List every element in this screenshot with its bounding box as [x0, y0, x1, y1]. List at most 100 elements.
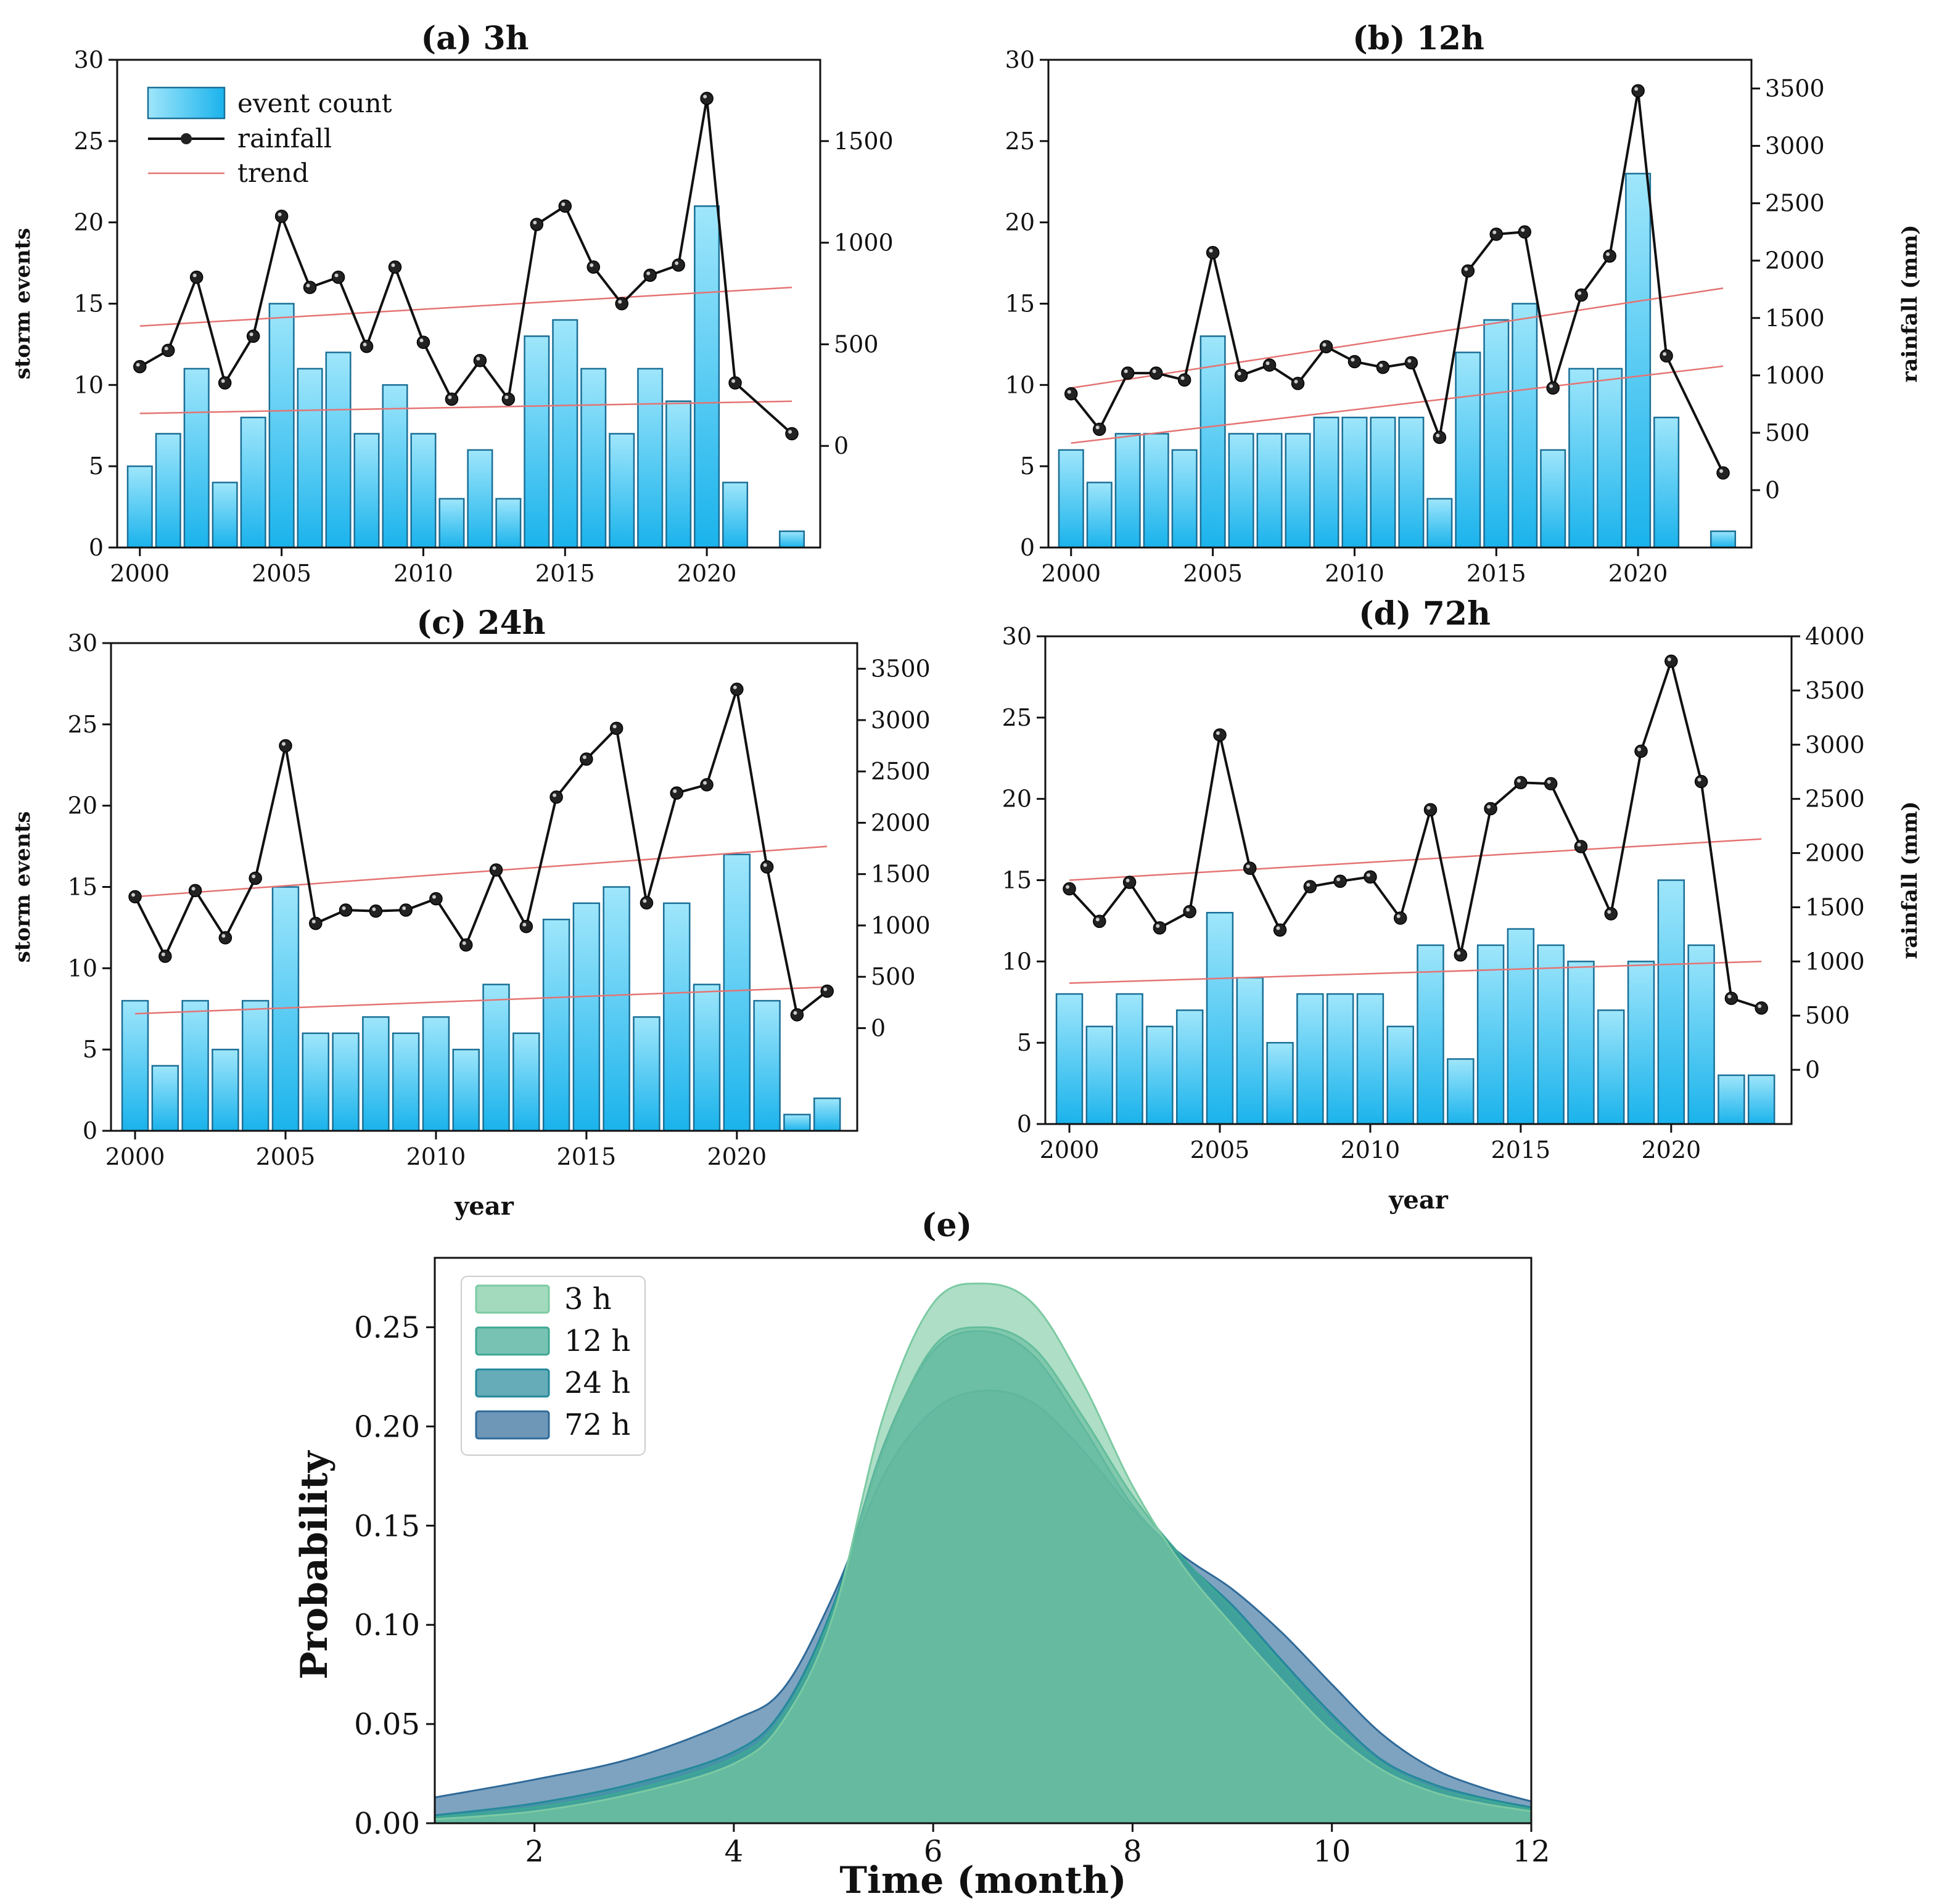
bar-a-2019	[665, 400, 692, 549]
bar-b-2002	[1114, 433, 1141, 549]
y-tick-label: 25	[1005, 128, 1035, 155]
bar-d-2018	[1597, 1009, 1625, 1125]
bar-a-2010	[410, 433, 437, 549]
y2-tick-label: 2000	[871, 809, 931, 836]
y2-tick-label: 2500	[1805, 786, 1865, 813]
rainfall-point-b-2015	[1489, 228, 1504, 241]
marker-highlight	[252, 874, 256, 879]
bar-d-2007	[1266, 1041, 1294, 1125]
rainfall-point-d-2007	[1273, 923, 1287, 937]
x-tick-label: 2010	[1341, 1136, 1401, 1163]
marker-highlight	[1265, 361, 1270, 366]
y2-tick-label: 2000	[1805, 840, 1865, 867]
y2-tick-label: 1000	[1765, 362, 1825, 389]
rainfall-point-b-2009	[1319, 340, 1333, 354]
y2-tick-label: 3500	[871, 655, 931, 683]
bar-a-2011	[438, 498, 465, 549]
rainfall-point-a-2021	[728, 376, 742, 390]
bar-c-2004	[241, 999, 269, 1132]
y2-tick-label: 1500	[834, 128, 894, 155]
bar-b-2016	[1512, 303, 1538, 549]
chart-title-a: (a) 3h	[421, 20, 529, 57]
y-tick-label: 10	[68, 954, 97, 982]
rainfall-point-d-2009	[1333, 874, 1347, 888]
trend-line-b-1	[1071, 365, 1724, 444]
marker-highlight	[1216, 731, 1220, 735]
rainfall-point-b-2018	[1574, 288, 1588, 302]
marker-highlight	[731, 379, 736, 384]
x-tick-label: 2010	[1325, 560, 1384, 587]
bar-a-2018	[637, 367, 664, 549]
y-tick-label: 0.05	[354, 1707, 420, 1742]
marker-highlight	[823, 987, 828, 991]
rainfall-point-c-2021	[760, 860, 774, 874]
rainfall-point-d-2005	[1213, 728, 1227, 742]
bar-c-2002	[181, 999, 209, 1132]
x-axis-label-e: Time (month)	[839, 1859, 1126, 1902]
rainfall-point-c-2005	[279, 739, 292, 753]
bar-b-2008	[1285, 433, 1311, 549]
x-tick-label: 2005	[256, 1143, 316, 1170]
bar-c-2021	[753, 999, 781, 1132]
bar-b-2017	[1540, 449, 1566, 549]
bar-b-2012	[1398, 416, 1425, 549]
marker-highlight	[1124, 369, 1128, 374]
rainfall-point-d-2015	[1514, 776, 1528, 790]
y-tick-label: 25	[74, 128, 104, 155]
y-tick-label: 0	[83, 1117, 97, 1144]
rainfall-point-d-2003	[1153, 921, 1167, 935]
marker-highlight	[618, 300, 622, 304]
x-tick-label: 2015	[1491, 1136, 1551, 1163]
bar-d-2016	[1537, 944, 1565, 1125]
marker-highlight	[1066, 885, 1070, 889]
rainfall-point-a-2020	[700, 91, 714, 105]
rainfall-point-d-2002	[1122, 876, 1137, 889]
trend-line-c-1	[134, 986, 828, 1015]
marker-highlight	[1464, 267, 1468, 271]
rainfall-point-d-2001	[1093, 914, 1106, 929]
bar-d-2010	[1356, 993, 1384, 1125]
marker-highlight	[1606, 252, 1610, 256]
bar-d-2009	[1326, 993, 1354, 1125]
rainfall-point-d-2014	[1484, 802, 1497, 816]
legend-e: 3 h 12 h 24 h 72 h	[461, 1276, 646, 1456]
y2-tick-label: 500	[1805, 1002, 1850, 1029]
marker-highlight	[1577, 843, 1581, 847]
legend-marker-rainfall	[181, 133, 192, 144]
marker-highlight	[448, 395, 452, 400]
rainfall-point-a-2007	[331, 270, 345, 284]
bar-b-2015	[1483, 319, 1510, 549]
legend-label: 24 h	[564, 1366, 630, 1400]
bar-a-2002	[183, 367, 210, 549]
marker-highlight	[1758, 1004, 1762, 1008]
bar-c-2010	[422, 1016, 450, 1132]
bar-a-2000	[126, 465, 153, 549]
bar-d-2002	[1116, 993, 1143, 1125]
y-tick-label: 0	[1020, 534, 1035, 561]
marker-highlight	[306, 284, 310, 288]
rainfall-point-c-2009	[399, 903, 413, 917]
marker-highlight	[1246, 864, 1250, 869]
marker-highlight	[612, 724, 617, 729]
y-tick-label: 25	[68, 711, 97, 738]
marker-highlight	[462, 941, 466, 945]
rainfall-point-c-2001	[158, 950, 172, 963]
marker-highlight	[1125, 879, 1130, 883]
marker-highlight	[533, 220, 537, 224]
panel-d: 2000 2005 2010 2015 2020 0 5 10 15 20 25 30 0 500 1000…	[1002, 595, 1922, 1215]
trend-line-d-1	[1069, 961, 1762, 984]
y-tick-label: 20	[68, 792, 97, 819]
marker-highlight	[249, 332, 253, 337]
rainfall-point-a-2019	[672, 258, 685, 272]
marker-highlight	[164, 347, 168, 351]
rainfall-point-d-2013	[1454, 948, 1468, 962]
rainfall-point-d-2012	[1423, 803, 1438, 816]
rainfall-point-c-2012	[489, 863, 503, 877]
bar-d-2012	[1417, 944, 1444, 1125]
marker-highlight	[703, 781, 707, 785]
rainfall-point-d-2011	[1393, 911, 1407, 925]
rainfall-point-c-2013	[519, 919, 533, 934]
y2-tick-label: 3000	[1805, 731, 1865, 758]
rainfall-point-a-2001	[161, 343, 175, 358]
y2-tick-label: 0	[1765, 477, 1780, 504]
